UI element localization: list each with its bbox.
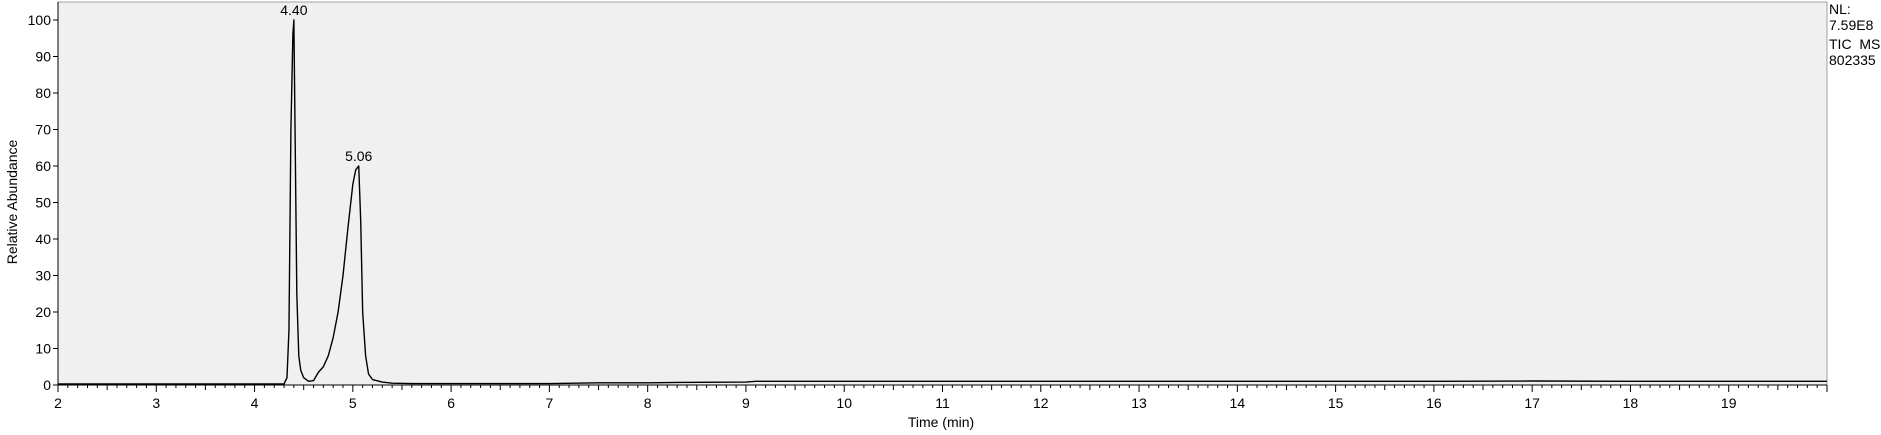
y-tick-label: 0	[43, 377, 51, 393]
y-tick-label: 40	[35, 231, 51, 247]
x-tick-label: 10	[836, 395, 852, 411]
y-tick-label: 70	[35, 122, 51, 138]
x-tick-label: 3	[152, 395, 160, 411]
x-tick-label: 19	[1721, 395, 1737, 411]
info-file-id: 802335	[1829, 52, 1876, 68]
y-axis-title: Relative Abundance	[4, 140, 20, 265]
x-tick-label: 4	[251, 395, 259, 411]
peak-label: 4.40	[280, 2, 307, 18]
x-tick-label: 13	[1131, 395, 1147, 411]
x-tick-label: 18	[1623, 395, 1639, 411]
x-tick-label: 11	[935, 395, 950, 411]
tic-trace-line	[58, 19, 1827, 385]
x-tick-label: 9	[742, 395, 750, 411]
y-tick-label: 50	[35, 195, 51, 211]
x-tick-label: 15	[1328, 395, 1344, 411]
x-tick-label: 12	[1033, 395, 1049, 411]
x-axis-title: Time (min)	[908, 414, 974, 430]
x-tick-label: 17	[1524, 395, 1540, 411]
x-tick-label: 6	[447, 395, 455, 411]
y-tick-label: 80	[35, 85, 51, 101]
x-tick-label: 5	[349, 395, 357, 411]
info-nl-label: NL:	[1829, 1, 1851, 17]
x-tick-label: 16	[1426, 395, 1442, 411]
y-tick-label: 10	[35, 341, 51, 357]
y-tick-label: 20	[35, 304, 51, 320]
x-tick-label: 7	[545, 395, 553, 411]
x-tick-label: 8	[644, 395, 652, 411]
y-axis: 0 10 20 30 40 50 60 70 80 90 100	[28, 2, 59, 393]
x-axis: 2 3 4 5 6 7 8 9 10 11 12 13 14 15 16 17 18 19	[54, 384, 1828, 411]
y-tick-label: 30	[35, 268, 51, 284]
y-tick-label: 100	[28, 12, 52, 28]
y-tick-label: 90	[35, 49, 51, 65]
peak-labels: 4.40 5.06	[280, 2, 372, 164]
peak-label: 5.06	[345, 148, 372, 164]
plot-area	[57, 1, 1828, 386]
x-tick-label: 14	[1230, 395, 1246, 411]
y-tick-label: 60	[35, 158, 51, 174]
info-scan-type: TIC MS	[1829, 36, 1880, 52]
info-nl-value: 7.59E8	[1829, 17, 1874, 33]
x-tick-label: 2	[54, 395, 62, 411]
